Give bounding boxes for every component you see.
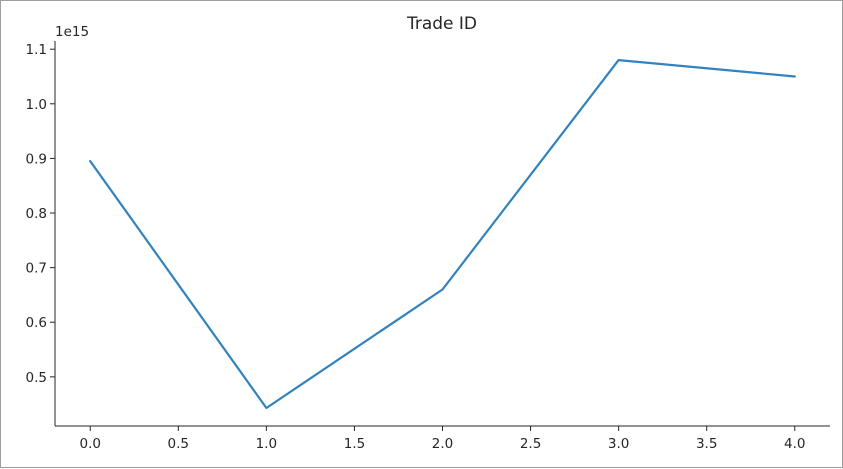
y-tick-label: 0.7 (26, 261, 47, 277)
x-tick-label: 0.5 (168, 436, 189, 452)
x-tick-label: 3.0 (608, 436, 629, 452)
y-axis-offset-label: 1e15 (55, 24, 89, 40)
series-group (89, 58, 796, 410)
x-tick-label: 3.5 (696, 436, 717, 452)
y-tick-label: 1.0 (26, 97, 47, 113)
series-line (89, 58, 796, 410)
x-tick-label: 1.0 (256, 436, 277, 452)
x-tick-label: 0.0 (79, 436, 100, 452)
y-axis-ticks: 0.5 0.6 0.7 0.8 0.9 1.0 1.1 (26, 42, 55, 386)
axes (54, 41, 830, 427)
x-tick-label: 2.0 (432, 436, 453, 452)
x-axis-ticks: 0.0 0.5 1.0 1.5 2.0 2.5 3.0 3.5 4.0 (79, 426, 806, 452)
x-tick-label: 2.5 (520, 436, 541, 452)
y-tick-label: 0.6 (26, 315, 47, 331)
y-tick-label: 0.5 (26, 370, 47, 386)
y-tick-label: 0.9 (26, 151, 47, 167)
x-tick-label: 4.0 (784, 436, 805, 452)
y-tick-label: 0.8 (26, 206, 47, 222)
y-tick-label: 1.1 (26, 42, 47, 58)
x-tick-label: 1.5 (344, 436, 365, 452)
chart-title: Trade ID (406, 14, 477, 34)
